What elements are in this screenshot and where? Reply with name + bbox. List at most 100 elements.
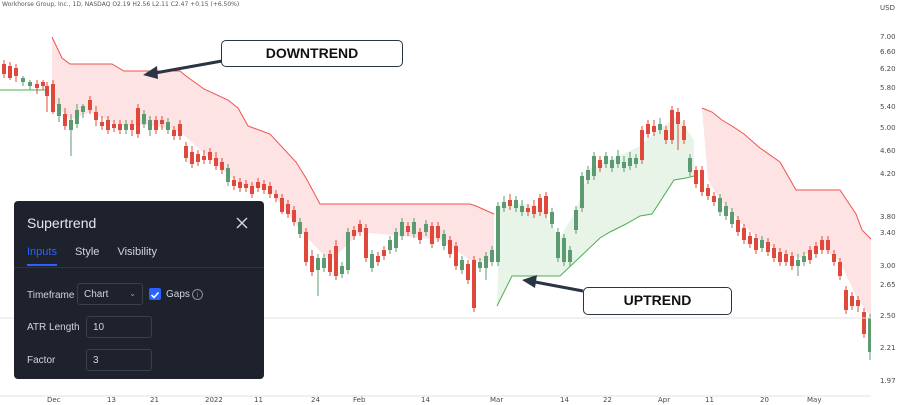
bull-candle — [75, 110, 79, 124]
bear-candle — [41, 82, 45, 86]
bull-candle — [514, 200, 518, 208]
bull-candle — [868, 318, 872, 352]
tab-visibility[interactable]: Visibility — [117, 246, 157, 258]
bear-candle — [238, 182, 242, 188]
panel-divider — [14, 267, 264, 268]
price-axis-background — [871, 0, 899, 397]
bull-candle — [442, 234, 446, 246]
bull-candle — [388, 240, 392, 250]
time-tick-label: 24 — [311, 396, 320, 404]
bear-candle — [754, 238, 758, 250]
tab-style[interactable]: Style — [74, 246, 100, 258]
bear-candle — [784, 254, 788, 262]
bear-candle — [448, 240, 452, 254]
bull-candle — [166, 122, 170, 130]
bull-candle — [394, 232, 398, 248]
bear-candle — [736, 220, 740, 232]
bear-candle — [250, 186, 254, 194]
bear-candle — [88, 100, 92, 110]
bear-candle — [262, 184, 266, 190]
bull-candle — [616, 156, 620, 164]
time-axis[interactable]: Dec 13 21 2022 11 24 Feb 14 Mar 14 22 Apr 11 20 May — [0, 395, 871, 404]
bull-candle — [496, 206, 500, 262]
bull-candle — [226, 168, 230, 182]
bear-candle — [676, 112, 680, 124]
bear-candle — [844, 290, 848, 310]
downtrend-fill — [52, 37, 494, 262]
bull-candle — [322, 258, 326, 268]
bull-candle — [502, 202, 506, 208]
timeframe-value: Chart — [84, 289, 109, 300]
bear-candle — [202, 156, 206, 160]
bear-candle — [172, 130, 176, 136]
bear-candle — [184, 146, 188, 158]
bull-candle — [340, 266, 344, 274]
bear-candle — [430, 226, 434, 244]
timeframe-select[interactable]: Chart ⌄ — [77, 283, 143, 305]
close-icon[interactable] — [234, 215, 250, 231]
bear-candle — [712, 196, 716, 202]
bear-candle — [466, 264, 470, 280]
tab-inputs[interactable]: Inputs — [27, 246, 57, 266]
bull-candle — [760, 240, 764, 248]
bear-candle — [190, 152, 194, 164]
downtrend-arrow-head — [143, 66, 158, 79]
bear-candle — [178, 124, 182, 136]
bear-candle — [256, 182, 260, 188]
time-tick-label: Apr — [658, 396, 670, 404]
bear-candle — [8, 66, 12, 78]
price-tick-label: 3.80 — [880, 213, 896, 221]
bear-candle — [118, 124, 122, 130]
candlestick-layer — [2, 60, 872, 360]
bear-candle — [700, 170, 704, 192]
bear-candle — [646, 124, 650, 134]
bull-candle — [574, 210, 578, 230]
bear-candle — [63, 114, 67, 126]
factor-input[interactable]: 3 — [86, 349, 152, 371]
gaps-label: Gaps — [166, 289, 190, 300]
atr-length-input[interactable]: 10 — [86, 316, 152, 338]
bear-candle — [130, 124, 134, 130]
time-tick-label: 2022 — [205, 396, 223, 404]
bull-candle — [628, 158, 632, 166]
info-icon[interactable]: i — [192, 289, 203, 300]
bear-candle — [2, 64, 6, 74]
bear-candle — [106, 120, 110, 130]
bull-candle — [622, 162, 626, 168]
bear-candle — [682, 126, 686, 140]
price-tick-label: 7.00 — [880, 33, 896, 41]
bull-candle — [298, 222, 302, 234]
bear-candle — [364, 228, 368, 258]
bear-candle — [640, 130, 644, 160]
bull-candle — [424, 224, 428, 232]
uptrend-arrow-shaft — [534, 280, 584, 293]
supertrend-settings-panel: Supertrend Inputs Style Visibility Timef… — [14, 201, 264, 379]
time-tick-label: May — [807, 396, 821, 404]
downtrend-arrow-shaft — [154, 59, 223, 75]
bull-candle — [550, 212, 554, 224]
bear-candle — [850, 296, 854, 306]
bear-candle — [310, 256, 314, 272]
bull-candle — [730, 212, 734, 224]
bear-candle — [214, 158, 218, 166]
price-tick-label: 1.97 — [880, 377, 896, 385]
bull-candle — [28, 82, 32, 86]
bear-candle — [352, 230, 356, 236]
price-tick-label: 3.00 — [880, 262, 896, 270]
price-tick-label: 2.50 — [880, 312, 896, 320]
bull-candle — [604, 156, 608, 164]
price-tick-label: 4.20 — [880, 170, 896, 178]
downtrend-callout: DOWNTREND — [221, 40, 403, 67]
time-tick-label: 22 — [603, 396, 612, 404]
time-tick-label: 11 — [705, 396, 714, 404]
chevron-down-icon: ⌄ — [129, 289, 136, 298]
bear-candle — [274, 194, 278, 198]
gaps-checkbox[interactable] — [149, 288, 161, 300]
bear-candle — [286, 204, 290, 214]
bear-candle — [832, 254, 836, 262]
bull-candle — [316, 258, 320, 270]
bear-candle — [526, 208, 530, 212]
panel-title: Supertrend — [27, 215, 97, 231]
